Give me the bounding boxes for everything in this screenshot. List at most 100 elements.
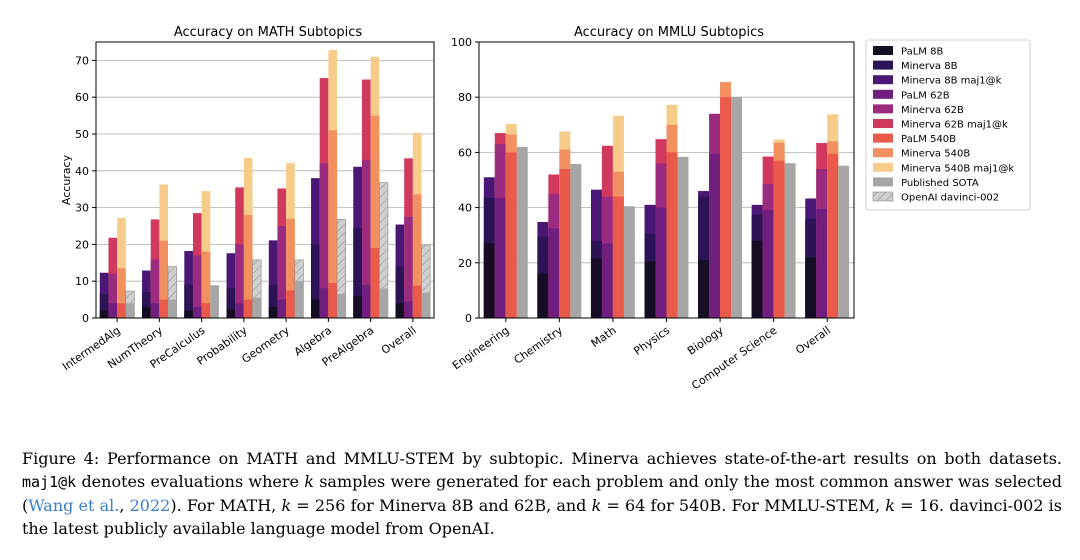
legend-label: PaLM 8B [901, 47, 943, 58]
y-tick-label: 20 [458, 257, 472, 270]
x-tick-label: Engineering [450, 324, 512, 373]
bar-published-sota [731, 96, 743, 318]
bar-published-sota [784, 163, 796, 318]
bar-minerva-540b-maj1-k [117, 217, 126, 318]
bar-minerva-62b [108, 273, 118, 318]
math-bars [99, 50, 431, 319]
caption-part: samples were generated for each problem … [22, 472, 1063, 515]
bar-palm-62b [548, 228, 560, 318]
x-tick-label: Geometry [239, 324, 292, 366]
mmlu-y-ticks: 0 20 40 60 80 100 [451, 36, 479, 325]
y-tick-label: 60 [75, 91, 89, 104]
mmlu-chart: Accuracy on MMLU Subtopics 020406080100 … [450, 25, 855, 392]
bar-palm-8b [184, 310, 193, 318]
bar-minerva-8b-maj1-k [184, 251, 193, 318]
legend-label: PaLM 62B [901, 90, 950, 101]
bar-palm-540b [666, 152, 678, 318]
y-tick-label: 50 [75, 128, 89, 141]
legend-swatch-palm-540b [873, 133, 893, 143]
bar-palm-540b [505, 152, 517, 318]
mmlu-x-ticks: Engineering Chemistry Math Physics BiologyCo… [450, 318, 833, 392]
bar-minerva-8b [268, 284, 278, 318]
mmlu-bars [483, 82, 850, 319]
bar-palm-62b [361, 284, 371, 318]
caption-variable: k [885, 496, 895, 515]
figure-caption: Figure 4: Performance on MATH and MMLU-S… [22, 447, 1062, 540]
bar-palm-540b [773, 160, 785, 318]
legend-swatch-minerva-62b-maj1-k [873, 119, 893, 128]
bar-palm-62b [150, 303, 160, 318]
bar-minerva-540b [159, 240, 169, 318]
bar-palm-540b [612, 196, 624, 318]
legend-label: Minerva 62B maj1@k [901, 120, 1008, 131]
math-chart-title: Accuracy on MATH Subtopics [174, 25, 363, 40]
caption-part: ). For MATH, [170, 496, 282, 515]
mmlu-chart-title: Accuracy on MMLU Subtopics [574, 25, 764, 40]
bar-palm-540b [159, 299, 169, 318]
bar-published-sota [623, 206, 635, 318]
bar-minerva-62b [319, 163, 329, 318]
bar-palm-540b [720, 97, 732, 318]
bar-palm-540b [243, 299, 253, 318]
bar-palm-62b [709, 153, 721, 318]
bar-minerva-8b [226, 288, 236, 318]
bar-palm-8b [644, 261, 656, 318]
bar-minerva-62b [150, 259, 160, 318]
bar-palm-540b [827, 153, 839, 318]
bar-palm-62b [816, 208, 828, 318]
bar-minerva-8b-maj1-k [268, 240, 278, 318]
bar-minerva-62b [404, 216, 413, 318]
bar-palm-62b [192, 306, 202, 318]
bar-palm-62b [404, 301, 413, 318]
bar-minerva-540b [243, 214, 253, 318]
bar-palm-8b [537, 273, 549, 318]
x-tick-label: Math [589, 324, 619, 350]
bar-palm-8b [590, 258, 602, 318]
bar-minerva-540b [370, 115, 380, 318]
bar-palm-62b [319, 288, 329, 318]
bar-palm-8b [226, 308, 236, 318]
y-tick-label: 60 [458, 146, 472, 159]
citation-year-link[interactable]: 2022 [129, 496, 171, 515]
y-tick-label: 70 [75, 54, 89, 67]
x-tick-label: Biology [685, 324, 726, 358]
caption-variable: k [304, 472, 314, 491]
y-tick-label: 40 [458, 202, 472, 215]
bar-minerva-8b [142, 292, 151, 318]
bar-palm-62b [762, 210, 774, 318]
figure-canvas: Accuracy on MATH Subtopics Accuracy 0 10 2… [60, 25, 1031, 392]
legend-swatch-palm-62b [873, 89, 893, 99]
legend: PaLM 8B Minerva 8B Minerva 8B maj1@k PaLM 6… [865, 39, 1031, 211]
legend-swatch-minerva-8b-maj1-k [873, 75, 893, 85]
bar-published-sota [168, 299, 177, 318]
y-tick-label: 0 [82, 312, 89, 325]
bar-minerva-8b [353, 227, 362, 318]
x-tick-label: Chemistry [512, 324, 566, 367]
bar-palm-62b [108, 303, 118, 318]
math-plot-frame [95, 41, 435, 319]
bar-palm-62b [235, 303, 244, 318]
x-tick-label: Overall [793, 324, 833, 357]
bar-palm-62b [494, 197, 506, 318]
caption-variable: k [591, 496, 602, 515]
legend-label: Minerva 62B [901, 105, 964, 116]
bar-published-sota [838, 165, 850, 318]
x-tick-label: Overall [379, 324, 419, 357]
bar-palm-8b [483, 243, 495, 318]
bar-published-sota [570, 163, 582, 318]
legend-label: OpenAI davinci-002 [901, 193, 999, 204]
bar-palm-8b [142, 306, 151, 318]
bar-published-sota [337, 294, 346, 318]
mmlu-plot-frame [478, 41, 855, 319]
legend-label: Minerva 8B [901, 61, 958, 72]
y-tick-label: 10 [75, 275, 89, 288]
bar-palm-8b [99, 310, 109, 318]
caption-part: = 256 for Minerva 8B and 62B, and [291, 496, 592, 515]
caption-part: = 64 for 540B. For MMLU-STEM, [601, 496, 886, 515]
bar-palm-8b [698, 260, 710, 318]
bar-published-sota [516, 146, 528, 318]
bar-minerva-540b [201, 251, 211, 318]
citation-link[interactable]: Wang et al. [28, 496, 120, 515]
legend-swatch-palm-8b [873, 46, 893, 55]
legend-swatch-minerva-540b-maj1-k [873, 162, 893, 172]
